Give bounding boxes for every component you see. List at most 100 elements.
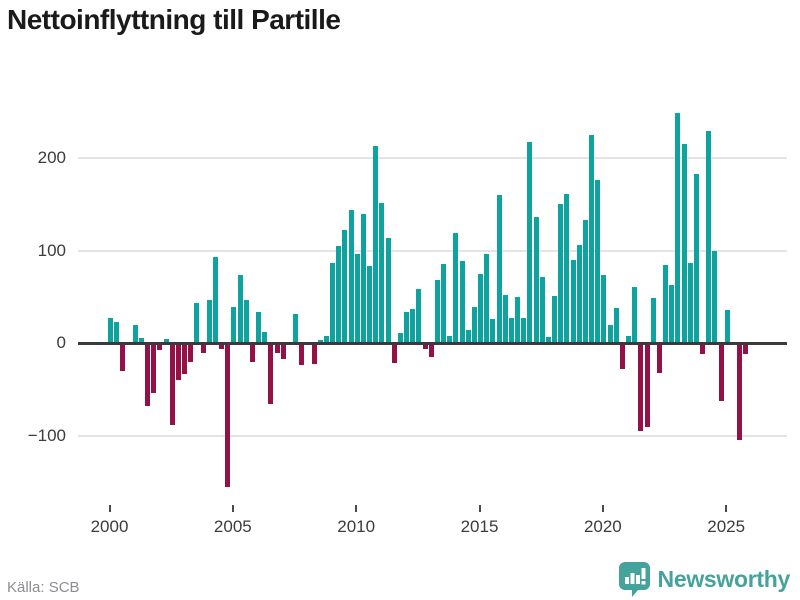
x-axis-tick (478, 505, 481, 512)
bar-2020Q2 (607, 325, 613, 343)
gridline-y--100 (78, 434, 787, 437)
x-axis-tick (725, 505, 728, 512)
bar-2011Q4 (397, 332, 403, 343)
bar-2010Q1 (354, 254, 360, 343)
bar-2002Q4 (175, 343, 181, 380)
bar-2024Q2 (706, 131, 712, 343)
bar-2017Q2 (533, 217, 539, 343)
bar-2007Q3 (293, 314, 298, 343)
bar-2013Q3 (441, 264, 447, 343)
bar-2005Q4 (249, 343, 255, 362)
y-axis-label: 0 (56, 333, 66, 352)
bar-2010Q3 (367, 266, 372, 343)
bar-2012Q2 (410, 308, 416, 343)
bar-2014Q3 (465, 330, 471, 343)
bar-2011Q1 (379, 203, 385, 343)
bar-2011Q2 (385, 238, 391, 343)
bar-2023Q2 (681, 144, 687, 343)
bar-2023Q4 (693, 173, 699, 343)
bar-2019Q1 (576, 244, 582, 343)
bar-2003Q1 (182, 343, 187, 374)
x-axis-tick (601, 505, 604, 512)
bar-2002Q1 (157, 343, 163, 351)
x-axis-label: 2005 (213, 517, 252, 536)
bar-2024Q3 (712, 251, 718, 343)
bar-2007Q1 (280, 343, 286, 359)
bar-2000Q2 (114, 321, 120, 343)
bar-2002Q2 (163, 339, 169, 343)
bar-2004Q2 (212, 256, 218, 343)
newsworthy-logo: Newsworthy (618, 561, 790, 597)
bar-2015Q4 (496, 195, 502, 343)
bar-2014Q1 (453, 232, 459, 343)
bar-2006Q3 (268, 343, 274, 405)
zero-axis-line (78, 341, 787, 345)
bar-2010Q4 (373, 145, 379, 343)
bar-2004Q1 (206, 299, 212, 343)
x-axis-tick (108, 505, 111, 512)
bar-2010Q2 (360, 214, 366, 343)
bar-2001Q4 (151, 343, 157, 393)
bar-2020Q4 (619, 343, 625, 369)
bar-2025Q3 (737, 343, 743, 441)
bar-2017Q1 (527, 142, 533, 343)
bar-2013Q4 (447, 335, 453, 343)
newsworthy-wordmark: Newsworthy (657, 565, 791, 592)
bar-2021Q2 (632, 286, 638, 343)
bar-2019Q4 (595, 180, 601, 343)
bar-2022Q2 (656, 343, 662, 373)
bar-2016Q2 (508, 318, 514, 343)
gridline-y-200 (78, 157, 787, 159)
bar-2006Q2 (262, 331, 268, 343)
bar-2019Q2 (582, 219, 588, 343)
bar-2015Q1 (478, 273, 484, 343)
bar-2006Q1 (256, 311, 261, 343)
bar-2009Q3 (342, 230, 348, 343)
bar-2004Q4 (225, 343, 231, 488)
bar-2018Q3 (564, 194, 570, 343)
bar-2005Q2 (237, 275, 243, 343)
y-axis-label: −100 (27, 425, 66, 445)
bar-2020Q3 (613, 307, 619, 343)
bar-2021Q3 (638, 343, 644, 431)
bar-2019Q3 (589, 134, 595, 343)
bar-2000Q3 (120, 343, 126, 371)
bar-2012Q4 (422, 343, 428, 349)
bar-2012Q3 (416, 289, 422, 343)
bar-2009Q1 (330, 263, 335, 343)
bar-2008Q2 (311, 343, 317, 365)
gridline-y-100 (78, 249, 787, 252)
bar-2023Q1 (675, 112, 681, 343)
bar-2001Q3 (145, 343, 150, 406)
bar-2024Q1 (700, 343, 706, 355)
bar-2005Q3 (243, 300, 249, 343)
bar-2020Q1 (601, 274, 607, 343)
bar-2013Q1 (428, 343, 434, 357)
bar-2022Q1 (650, 297, 656, 343)
bar-chart-pin-icon (618, 562, 650, 597)
bar-2025Q4 (743, 343, 749, 355)
bar-2012Q1 (404, 312, 410, 343)
bar-2021Q4 (644, 343, 650, 428)
bar-2021Q1 (626, 335, 632, 343)
bar-2002Q3 (169, 343, 175, 426)
bar-2016Q3 (515, 296, 521, 343)
bar-2025Q1 (724, 309, 730, 343)
bar-2017Q4 (545, 337, 551, 343)
bar-2003Q3 (194, 303, 200, 343)
bar-2022Q3 (663, 265, 669, 343)
chart-title: Nettoinflyttning till Partille (7, 4, 341, 35)
bar-2001Q1 (132, 325, 138, 343)
x-axis-tick (231, 505, 234, 512)
bar-2011Q3 (391, 343, 397, 364)
bar-2007Q4 (299, 343, 305, 366)
source-note: Källa: SCB (7, 579, 80, 596)
x-axis-label: 2020 (583, 517, 622, 536)
x-axis-tick (355, 505, 358, 512)
x-axis-label: 2025 (707, 517, 746, 536)
bar-2009Q2 (336, 245, 342, 343)
x-axis-label: 2000 (90, 517, 129, 536)
bar-2014Q2 (459, 260, 465, 343)
